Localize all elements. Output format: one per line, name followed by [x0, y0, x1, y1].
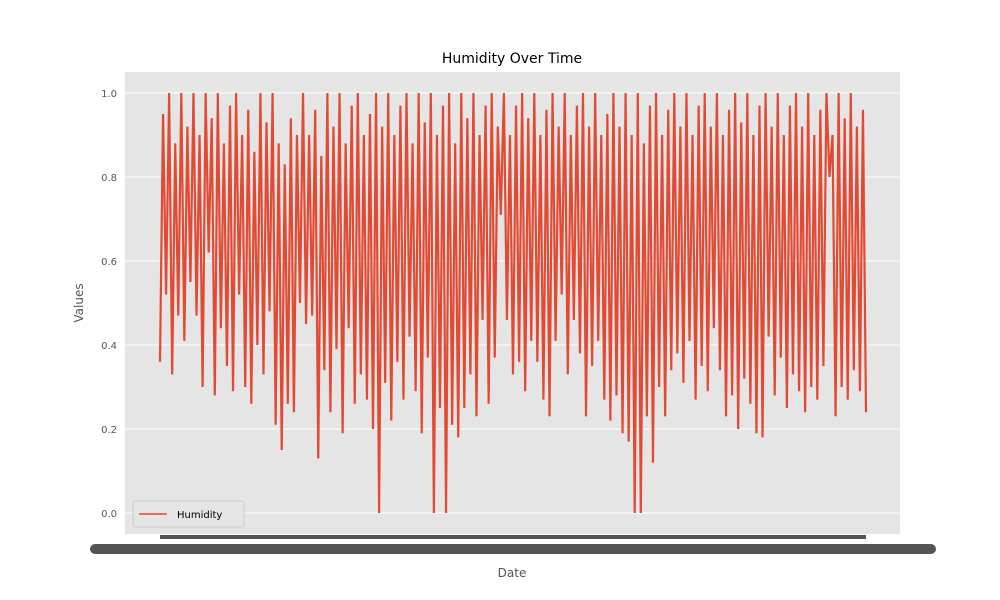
legend-label-humidity: Humidity: [177, 510, 222, 521]
y-tick-label: 0.6: [101, 257, 117, 268]
y-tick-label: 0.4: [101, 341, 117, 352]
series-layer: [158, 92, 868, 514]
x-tick-label-cluster: [90, 544, 936, 554]
x-tick-labels: [90, 535, 936, 554]
x-tick-marks: [160, 535, 866, 539]
x-axis-label: Date: [498, 566, 527, 580]
y-tick-label: 1.0: [101, 89, 117, 100]
series-line-humidity: [158, 92, 868, 514]
y-tick-labels: 0.0 0.2 0.4 0.6 0.8 1.0: [101, 89, 117, 520]
y-tick-label: 0.8: [101, 173, 117, 184]
y-axis-label: Values: [72, 283, 86, 322]
y-tick-label: 0.0: [101, 509, 117, 520]
legend: Humidity: [132, 500, 245, 528]
legend-box: [132, 500, 245, 528]
y-tick-label: 0.2: [101, 425, 117, 436]
chart-title: Humidity Over Time: [442, 51, 582, 67]
